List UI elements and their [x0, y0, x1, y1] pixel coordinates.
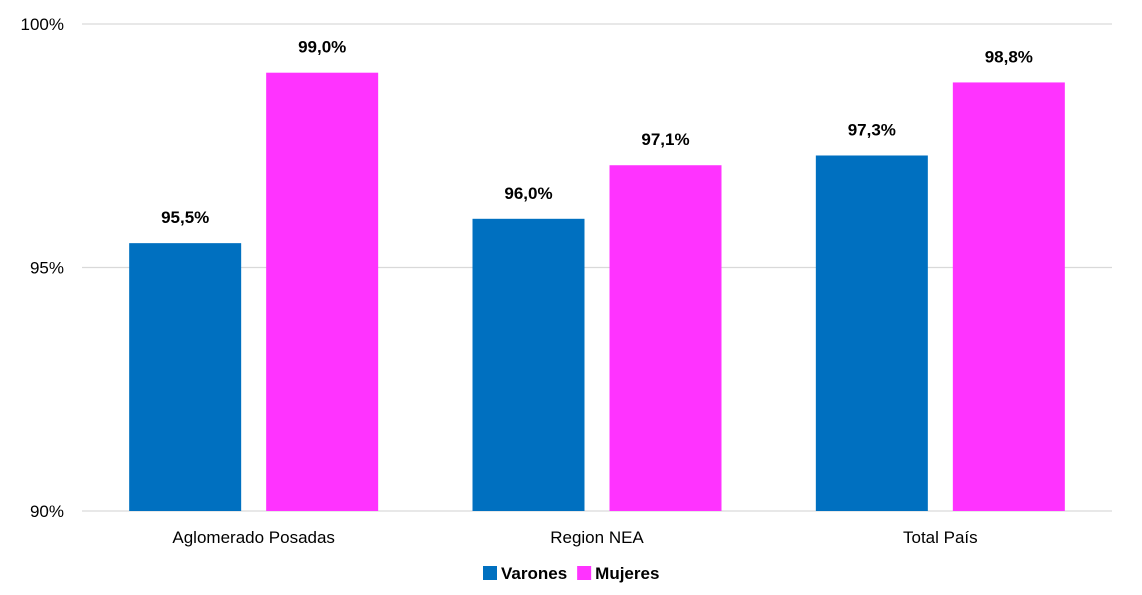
bar-varones [472, 218, 585, 512]
bar-mujeres [609, 165, 722, 512]
x-tick-label: Aglomerado Posadas [172, 528, 335, 547]
gridlines [82, 23, 1112, 512]
bar-mujeres [952, 82, 1065, 511]
x-axis: Aglomerado Posadas Region NEA Total País [172, 528, 977, 547]
y-tick-label: 100% [21, 15, 64, 34]
legend-swatch [483, 566, 497, 580]
data-label: 97,3% [848, 120, 896, 139]
data-label: 98,8% [985, 47, 1033, 66]
y-axis: 90% 95% 100% [21, 15, 64, 521]
bar-varones [815, 155, 928, 512]
bars [129, 72, 1065, 512]
bar-mujeres [266, 72, 379, 511]
data-labels: 95,5% 99,0% 96,0% 97,1% 97,3% 98,8% [161, 38, 1033, 227]
legend-label: Varones [501, 564, 567, 583]
data-label: 95,5% [161, 208, 209, 227]
data-label: 96,0% [504, 184, 552, 203]
legend-swatch [577, 566, 592, 580]
legend-label: Mujeres [595, 564, 659, 583]
data-label: 97,1% [641, 130, 689, 149]
data-label: 99,0% [298, 38, 346, 57]
legend: Varones Mujeres [483, 564, 659, 583]
x-tick-label: Region NEA [550, 528, 644, 547]
x-tick-label: Total País [903, 528, 978, 547]
y-tick-label: 90% [30, 502, 64, 521]
y-tick-label: 95% [30, 259, 64, 278]
bar-varones [129, 243, 242, 511]
